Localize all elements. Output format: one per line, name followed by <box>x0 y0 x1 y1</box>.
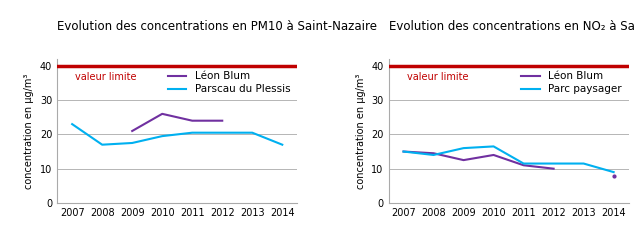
Y-axis label: concentration en μg/m³: concentration en μg/m³ <box>24 73 34 189</box>
Text: Evolution des concentrations en NO₂ à Saint-Nazaire: Evolution des concentrations en NO₂ à Sa… <box>389 20 635 33</box>
Text: Evolution des concentrations en PM10 à Saint-Nazaire: Evolution des concentrations en PM10 à S… <box>57 20 377 33</box>
Legend: Léon Blum, Parscau du Plessis: Léon Blum, Parscau du Plessis <box>163 67 295 99</box>
Text: valeur limite: valeur limite <box>406 72 468 82</box>
Y-axis label: concentration en μg/m³: concentration en μg/m³ <box>356 73 366 189</box>
Legend: Léon Blum, Parc paysager: Léon Blum, Parc paysager <box>517 67 626 99</box>
Text: valeur limite: valeur limite <box>75 72 137 82</box>
